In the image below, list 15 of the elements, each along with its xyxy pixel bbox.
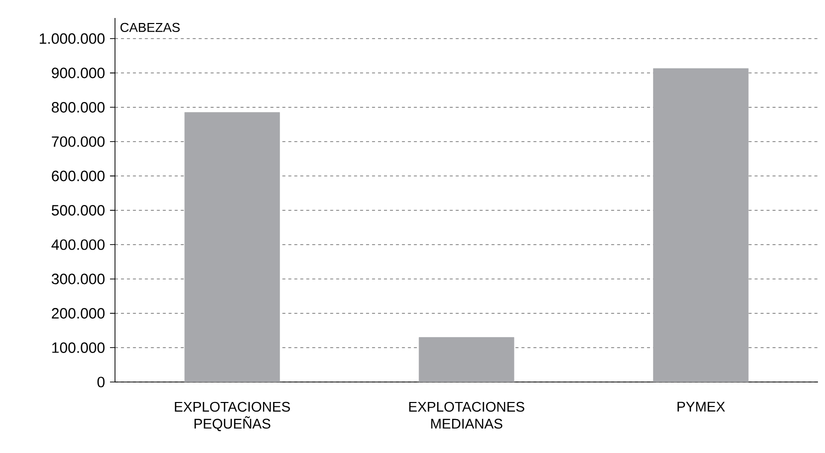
x-tick-label: PYMEX xyxy=(678,402,725,412)
y-tick-label: 700.000 xyxy=(52,136,105,147)
x-tick-label: EXPLOTACIONES PEQUEÑAS xyxy=(174,402,290,432)
y-tick-label: 0 xyxy=(97,376,105,388)
y-axis-title: CABEZAS xyxy=(120,22,180,32)
y-tick-label: 900.000 xyxy=(52,68,105,78)
y-tick-label: 200.000 xyxy=(52,308,105,319)
y-tick-label: 300.000 xyxy=(52,274,105,284)
y-tick-label: 600.000 xyxy=(52,170,105,182)
x-tick-label: EXPLOTACIONES MEDIANAS xyxy=(409,402,524,429)
y-tick-label: 500.000 xyxy=(52,205,105,216)
y-tick-label: 400.000 xyxy=(51,239,105,250)
y-tick-label: 800.000 xyxy=(52,102,105,113)
y-tick-label: 1.000.000 xyxy=(40,33,105,44)
y-tick-label: 100.000 xyxy=(52,342,105,353)
